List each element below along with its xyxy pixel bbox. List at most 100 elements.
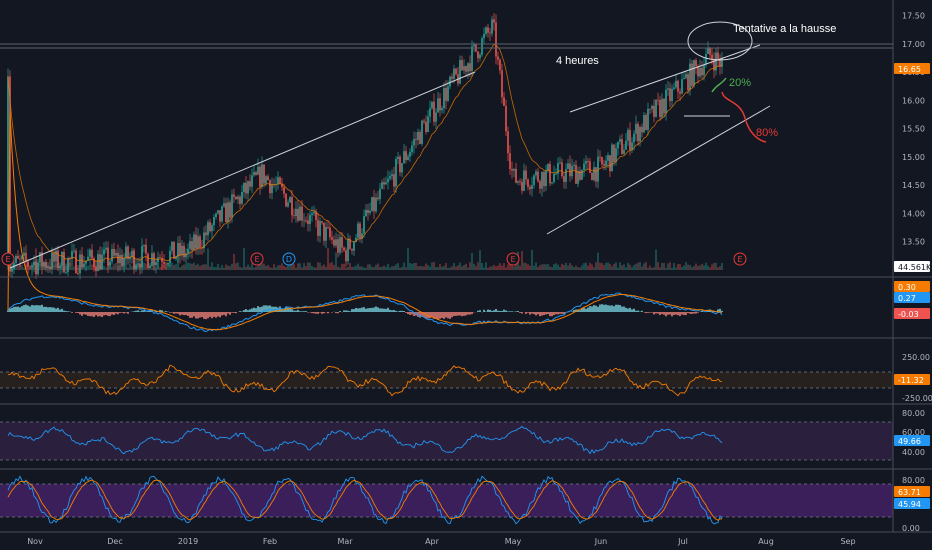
candle[interactable] — [35, 259, 37, 279]
candle[interactable] — [135, 258, 137, 272]
candle[interactable] — [55, 247, 57, 268]
candle[interactable] — [429, 100, 431, 124]
candle[interactable] — [503, 91, 505, 107]
candle[interactable] — [379, 183, 381, 205]
candle[interactable] — [325, 221, 327, 249]
highlight-circle[interactable] — [687, 21, 753, 61]
candle[interactable] — [85, 260, 87, 272]
candle[interactable] — [523, 163, 525, 192]
candle[interactable] — [591, 172, 593, 181]
candle[interactable] — [295, 201, 297, 223]
candle[interactable] — [541, 171, 543, 197]
candle[interactable] — [651, 104, 653, 113]
candle[interactable] — [7, 68, 9, 267]
candle[interactable] — [661, 93, 663, 120]
moving-average-line[interactable] — [7, 43, 723, 263]
candle[interactable] — [629, 122, 631, 156]
candle[interactable] — [515, 162, 517, 184]
candle[interactable] — [517, 180, 519, 186]
candle[interactable] — [269, 179, 271, 199]
candle[interactable] — [393, 166, 395, 193]
candle[interactable] — [361, 228, 363, 244]
candle[interactable] — [459, 55, 461, 85]
candle[interactable] — [675, 74, 677, 90]
candle[interactable] — [15, 253, 17, 267]
candle[interactable] — [93, 256, 95, 272]
cci-pane[interactable] — [0, 364, 893, 397]
candle[interactable] — [589, 158, 591, 174]
candle[interactable] — [29, 265, 31, 271]
candle[interactable] — [321, 220, 323, 225]
candle[interactable] — [485, 25, 487, 37]
candle[interactable] — [489, 28, 491, 41]
candle[interactable] — [405, 145, 407, 164]
candle[interactable] — [397, 151, 399, 165]
candle[interactable] — [63, 248, 65, 274]
candle[interactable] — [553, 165, 555, 184]
candle[interactable] — [435, 108, 437, 129]
candle[interactable] — [251, 168, 253, 193]
candle[interactable] — [169, 245, 171, 268]
candle[interactable] — [337, 234, 339, 258]
candle[interactable] — [223, 197, 225, 209]
candle[interactable] — [239, 194, 241, 210]
candle[interactable] — [241, 185, 243, 206]
candle[interactable] — [327, 220, 329, 230]
candle[interactable] — [333, 235, 335, 248]
candle[interactable] — [673, 82, 675, 91]
candle[interactable] — [319, 217, 321, 243]
candle[interactable] — [217, 210, 219, 215]
candle[interactable] — [623, 144, 625, 155]
time-axis[interactable]: Nov Dec 2019 Feb Mar Apr May Jun Jul Aug Sep — [27, 537, 855, 546]
candle[interactable] — [351, 248, 353, 255]
candle[interactable] — [255, 170, 257, 176]
candle[interactable] — [207, 219, 209, 242]
candle[interactable] — [21, 254, 23, 264]
candle[interactable] — [179, 235, 181, 264]
candle[interactable] — [583, 158, 585, 177]
candle[interactable] — [463, 59, 465, 75]
candle[interactable] — [341, 232, 343, 254]
candle[interactable] — [159, 253, 161, 259]
candle[interactable] — [53, 248, 55, 268]
candle[interactable] — [505, 99, 507, 137]
candle[interactable] — [343, 246, 345, 253]
candle[interactable] — [669, 82, 671, 108]
candle[interactable] — [563, 172, 565, 189]
stochastic-k-line[interactable] — [7, 475, 723, 525]
candle[interactable] — [433, 93, 435, 126]
candle[interactable] — [487, 24, 489, 38]
candle[interactable] — [495, 14, 497, 65]
candle[interactable] — [593, 161, 595, 182]
candle[interactable] — [181, 240, 183, 261]
candle[interactable] — [403, 143, 405, 164]
candle[interactable] — [111, 244, 113, 265]
candle[interactable] — [687, 72, 689, 95]
candle[interactable] — [69, 256, 71, 267]
candle[interactable] — [703, 57, 705, 81]
candle[interactable] — [647, 102, 649, 136]
bull-projection-arrow[interactable] — [711, 77, 727, 93]
candle[interactable] — [573, 161, 575, 171]
candle[interactable] — [715, 48, 717, 76]
candle[interactable] — [549, 160, 551, 187]
price-axis[interactable]: 13.5014.0014.5015.0015.5016.0016.5017.00… — [902, 12, 925, 247]
candle[interactable] — [677, 79, 679, 99]
candle[interactable] — [309, 210, 311, 232]
candle[interactable] — [695, 57, 697, 75]
candle[interactable] — [699, 59, 701, 79]
candle[interactable] — [221, 205, 223, 224]
candle[interactable] — [559, 156, 561, 165]
candle[interactable] — [349, 235, 351, 250]
candle[interactable] — [521, 178, 523, 195]
candle[interactable] — [211, 223, 213, 239]
price-pane[interactable] — [7, 13, 723, 280]
candle[interactable] — [277, 171, 279, 190]
candle[interactable] — [157, 251, 159, 269]
candle[interactable] — [249, 174, 251, 191]
candle[interactable] — [357, 221, 359, 241]
candle[interactable] — [9, 70, 11, 277]
candle[interactable] — [421, 119, 423, 146]
candle[interactable] — [189, 233, 191, 258]
candle[interactable] — [171, 241, 173, 255]
